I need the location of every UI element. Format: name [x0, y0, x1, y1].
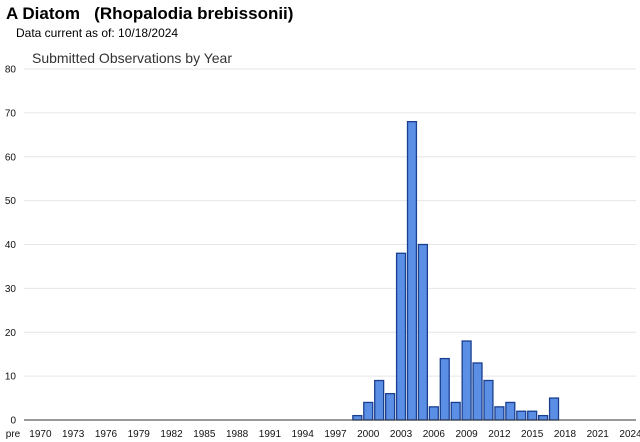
x-axis-ticks: pre 1970 1973 1976 1979 1982 1985 1988 1991 1994 1…: [6, 429, 640, 440]
gridlines: [24, 68, 636, 377]
y-tick-label: 20: [5, 328, 17, 339]
x-tick-label: 1988: [226, 429, 249, 440]
x-tick-label: 1970: [29, 429, 52, 440]
x-tick-label: pre: [6, 429, 21, 440]
x-tick-label: 1997: [324, 429, 347, 440]
bar-2001[interactable]: [374, 379, 385, 421]
data-current-label: Data current as of: 10/18/2024: [16, 26, 179, 40]
y-tick-label: 0: [10, 416, 16, 427]
y-tick-label: 30: [5, 284, 17, 295]
bar-2002[interactable]: [384, 393, 396, 421]
y-tick-label: 70: [5, 108, 17, 119]
bar-1999[interactable]: [352, 414, 363, 421]
bar-2010[interactable]: [472, 362, 483, 421]
bar-2004[interactable]: [406, 121, 418, 421]
bar-2008[interactable]: [450, 401, 461, 421]
x-tick-label: 1979: [128, 429, 151, 440]
y-tick-label: 80: [5, 65, 17, 76]
x-tick-label: 2006: [423, 429, 446, 440]
y-tick-label: 40: [5, 240, 17, 251]
bars: [352, 121, 560, 421]
bar-2009[interactable]: [461, 340, 472, 421]
x-tick-label: 1982: [160, 429, 183, 440]
x-tick-label: 1973: [62, 429, 85, 440]
bar-2003[interactable]: [395, 252, 407, 421]
y-tick-label: 50: [5, 196, 17, 207]
x-tick-label: 2021: [587, 429, 610, 440]
y-tick-label: 60: [5, 152, 17, 163]
x-tick-label: 1985: [193, 429, 216, 440]
bar-2012[interactable]: [494, 406, 505, 421]
x-tick-label: 2003: [390, 429, 413, 440]
bar-2015[interactable]: [527, 410, 538, 421]
x-tick-label: 1991: [259, 429, 282, 440]
bar-2014[interactable]: [516, 410, 527, 421]
x-tick-label: 1976: [95, 429, 118, 440]
bar-2005[interactable]: [417, 243, 429, 421]
bar-2017[interactable]: [548, 397, 560, 421]
x-tick-label: 2009: [455, 429, 478, 440]
bar-2007[interactable]: [439, 357, 450, 421]
bar-2013[interactable]: [505, 401, 516, 421]
x-tick-label: 2024: [619, 429, 640, 440]
bar-2000[interactable]: [363, 401, 374, 421]
x-tick-label: 1994: [292, 429, 315, 440]
chart-title: Submitted Observations by Year: [32, 50, 233, 66]
x-tick-label: 2015: [521, 429, 544, 440]
y-tick-label: 10: [5, 372, 17, 383]
bar-2016[interactable]: [537, 414, 549, 421]
y-axis-ticks: 0 10 20 30 40 50 60 70 80: [5, 65, 17, 427]
bar-2006[interactable]: [428, 406, 439, 421]
x-tick-label: 2018: [554, 429, 577, 440]
x-tick-label: 2000: [357, 429, 380, 440]
x-tick-label: 2012: [488, 429, 511, 440]
bar-2011[interactable]: [483, 379, 494, 421]
page-title: A Diatom (Rhopalodia brebissonii): [6, 4, 294, 23]
